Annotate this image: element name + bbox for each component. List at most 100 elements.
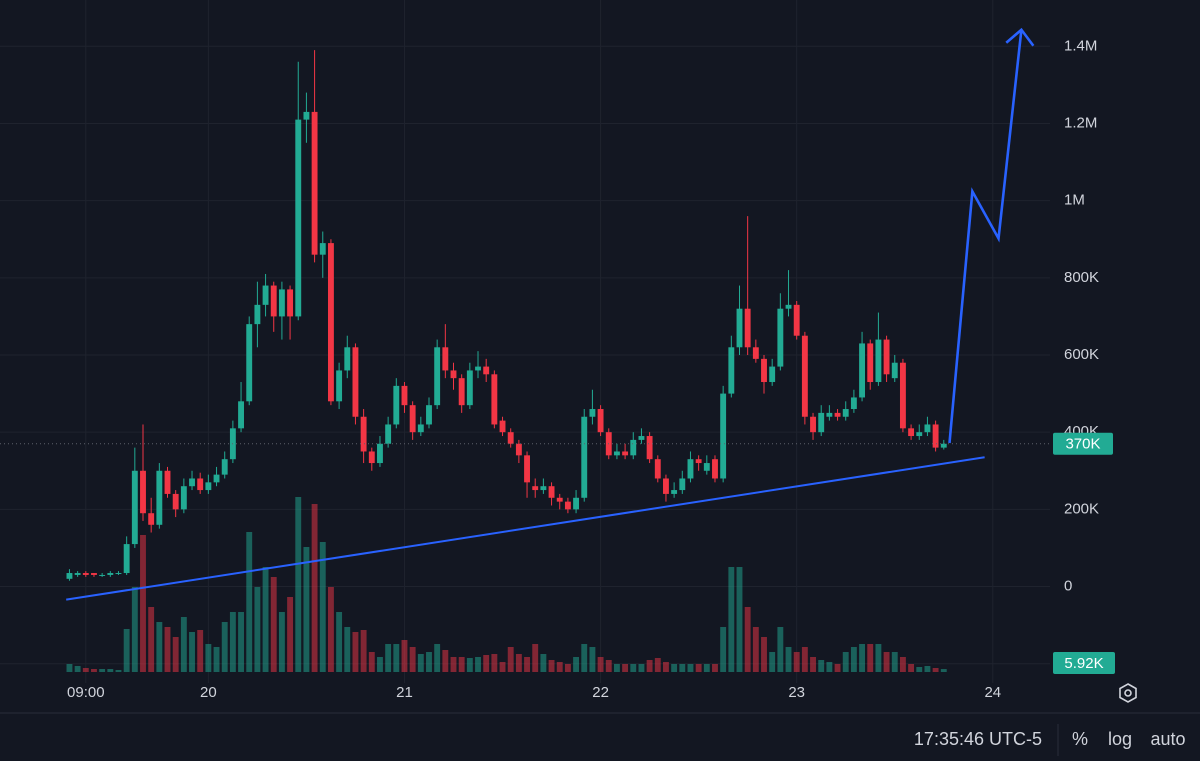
candle-body [556, 497, 563, 502]
volume-bar [295, 497, 302, 672]
last-volume-label: 5.92K [1064, 655, 1103, 672]
volume-bar [91, 669, 97, 672]
candle-body [916, 432, 923, 437]
candle-body [908, 428, 915, 437]
volume-bar [131, 587, 138, 672]
volume-bar [327, 587, 334, 672]
settings-icon-center [1124, 689, 1132, 697]
candle-body [401, 385, 408, 406]
candle-body [409, 405, 416, 433]
candle-body [197, 478, 204, 491]
volume-bar [74, 666, 81, 672]
candle-body [850, 397, 857, 410]
candle-body [246, 324, 253, 402]
volume-bar [883, 652, 890, 672]
candle-body [491, 374, 498, 425]
candle-body [344, 347, 351, 371]
candle-body [270, 285, 277, 317]
y-tick-label: 1M [1064, 192, 1085, 209]
candle-body [924, 424, 931, 433]
volume-bar [548, 660, 555, 672]
volume-bar [123, 629, 130, 672]
candle-body [883, 339, 890, 375]
volume-bar [344, 627, 351, 672]
volume-bar [630, 664, 637, 672]
volume-bar [140, 535, 146, 672]
plot-area [0, 0, 1050, 683]
volume-bar [115, 670, 122, 672]
y-tick-label: 800K [1064, 269, 1099, 286]
candle-body [761, 358, 767, 383]
candle-body [107, 573, 114, 575]
candle-body [360, 416, 367, 452]
volume-bar [752, 627, 759, 672]
volume-bar [728, 567, 735, 672]
volume-bar [761, 637, 767, 672]
volume-bar [850, 647, 857, 672]
volume-bar [663, 662, 669, 672]
volume-bar [377, 657, 383, 672]
candle-body [834, 412, 841, 417]
candle-body [712, 459, 718, 479]
candle-body [426, 405, 432, 425]
volume-bar [458, 657, 465, 672]
candle-body [940, 443, 947, 448]
volume-bar [360, 630, 367, 672]
volume-bar [205, 644, 212, 672]
y-tick-label: 200K [1064, 500, 1099, 517]
volume-bar [573, 657, 580, 672]
candle-body [295, 119, 302, 317]
volume-bar [499, 662, 506, 672]
candle-body [442, 347, 449, 371]
x-tick-label: 21 [396, 684, 413, 701]
y-tick-label: 600K [1064, 346, 1099, 363]
candle-body [548, 486, 555, 498]
volume-bar [483, 655, 490, 672]
volume-bar [524, 657, 530, 672]
volume-bar [442, 650, 449, 672]
y-tick-label: 1.4M [1064, 37, 1097, 54]
percent-toggle[interactable]: % [1072, 729, 1088, 749]
volume-bar [417, 654, 424, 672]
last-volume-tag [1053, 652, 1115, 674]
volume-bar [654, 658, 661, 672]
y-tick-label: 1.2M [1064, 114, 1097, 131]
volume-bar [426, 652, 432, 672]
volume-bar [466, 658, 473, 672]
volume-bar [769, 652, 776, 672]
auto-toggle[interactable]: auto [1150, 729, 1185, 749]
candle-body [148, 513, 155, 525]
candle-body [368, 451, 375, 464]
volume-bar [319, 542, 326, 672]
log-toggle[interactable]: log [1108, 729, 1132, 749]
candle-body [417, 424, 424, 433]
candle-body [826, 412, 833, 417]
candle-body [646, 436, 653, 460]
settings-button[interactable] [1119, 683, 1137, 703]
candle-body [728, 347, 735, 394]
candle-body [695, 459, 702, 464]
candle-body [752, 347, 759, 359]
candle-body [769, 366, 776, 383]
volume-bar [475, 657, 481, 672]
volume-bar [744, 607, 751, 672]
volume-bar [793, 652, 800, 672]
volume-bar [638, 664, 645, 672]
volume-bar [246, 532, 253, 672]
volume-bar [401, 640, 408, 672]
volume-bar [801, 647, 808, 672]
x-tick-label: 24 [984, 684, 1001, 701]
candle-body [744, 308, 751, 348]
candle-body [515, 443, 522, 456]
volume-bar [507, 647, 514, 672]
candle-body [622, 451, 629, 456]
candle-body [859, 343, 866, 398]
candle-body [630, 439, 637, 456]
volume-bar [826, 662, 833, 672]
candle-body [205, 482, 212, 491]
arrow-path [948, 29, 1023, 444]
volume-bar [303, 547, 310, 672]
volume-bar [605, 660, 612, 672]
